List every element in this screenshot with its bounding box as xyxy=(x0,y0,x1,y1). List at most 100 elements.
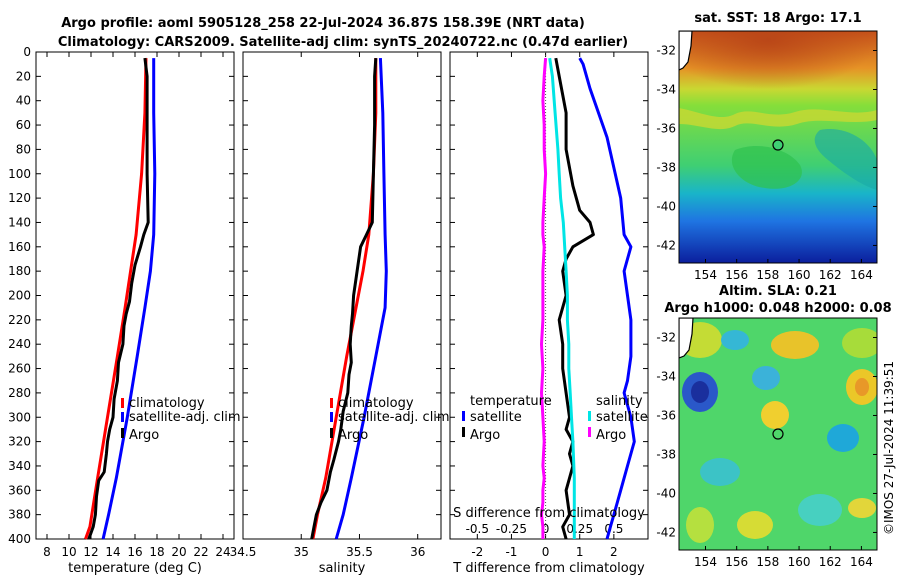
timestamp-watermark: ©IMOS 27-Jul-2024 11:39:51 xyxy=(882,361,896,535)
y-tick-label: 240 xyxy=(8,337,31,351)
x-tick-label: 1 xyxy=(576,545,584,559)
map-y-tick-label: -40 xyxy=(656,486,676,500)
title-line2: Climatology: CARS2009. Satellite-adj cli… xyxy=(58,35,628,50)
x-tick-label: 24 xyxy=(215,545,230,559)
sst-coastline xyxy=(679,31,693,71)
x-tick-label: 35 xyxy=(294,545,309,559)
x-tick-label: 10 xyxy=(61,545,76,559)
map-x-tick-label: 162 xyxy=(819,268,842,282)
y-tick-label: 280 xyxy=(8,386,31,400)
x-tick-label: 2 xyxy=(610,545,618,559)
sla-blob xyxy=(842,328,877,358)
difference-panel: -2 -1 0 1 2-0.5 -0.25 0 0.25 0.5 T difference fr… xyxy=(449,51,649,576)
y-tick-label: 40 xyxy=(16,94,31,108)
x-tick-label: 16 xyxy=(127,545,142,559)
sst-green-patch xyxy=(731,145,802,189)
map-y-tick-label: -42 xyxy=(656,525,676,539)
series-line-satellite-adj-clim xyxy=(101,58,157,540)
x-tick-label: 36 xyxy=(410,545,425,559)
legend-swatch-s-argo xyxy=(588,427,591,437)
map-x-tick-label: 164 xyxy=(850,555,873,569)
sst-cool-eddy xyxy=(814,129,877,190)
series-line-s-satellite xyxy=(548,57,576,539)
x-tick-label: 18 xyxy=(149,545,164,559)
legend-swatch-t-argo xyxy=(462,427,465,437)
sla-blob xyxy=(771,331,819,359)
x-tick-label: 8 xyxy=(43,545,51,559)
sla-blob xyxy=(827,424,859,452)
series-line-satellite-adj-clim xyxy=(334,58,388,540)
legend-swatch-satellite xyxy=(121,412,124,422)
y-tick-label: 60 xyxy=(16,118,31,132)
sla-blob xyxy=(752,366,780,390)
sla-coastline xyxy=(679,318,694,359)
map-y-tick-label: -38 xyxy=(656,160,676,174)
map-y-tick-label: -36 xyxy=(656,408,676,422)
y-tick-label: 320 xyxy=(8,435,31,449)
map-x-tick-label: 154 xyxy=(694,555,717,569)
series-line-t-argo xyxy=(554,57,595,540)
sla-blob xyxy=(700,458,740,486)
depth-tick-labels: 0 20 40 60 80 100 120 140 160 180 200 220 240 260 280 3… xyxy=(8,45,31,546)
y-tick-label: 200 xyxy=(8,289,31,303)
map-y-tick-label: -32 xyxy=(656,330,676,344)
legend-label-s-satellite: satellite xyxy=(596,410,648,425)
temperature-legend: climatology satellite-adj. clim Argo xyxy=(121,396,241,443)
legend-label-argo: Argo xyxy=(129,428,159,443)
x2-tick-label: -0.25 xyxy=(496,522,527,536)
y-tick-label: 260 xyxy=(8,362,31,376)
y-tick-label: 140 xyxy=(8,215,31,229)
map-y-tick-label: -38 xyxy=(656,447,676,461)
y-tick-label: 380 xyxy=(8,508,31,522)
legend-swatch-satellite xyxy=(330,412,333,422)
x2-tick-label: 0.25 xyxy=(566,522,593,536)
title-line1: Argo profile: aoml 5905128_258 22-Jul-20… xyxy=(61,16,585,31)
sla-map-title-line2: Argo h1000: 0.048 h2000: 0.08 xyxy=(664,301,891,316)
map-x-tick-label: 158 xyxy=(756,555,779,569)
legend-swatch-argo xyxy=(121,428,124,438)
temperature-axes xyxy=(35,51,235,540)
difference-xlabel: T difference from climatology xyxy=(452,561,645,576)
legend-swatch-t-satellite xyxy=(462,411,465,421)
sla-blob xyxy=(761,401,789,429)
x-tick-label: -2 xyxy=(471,545,483,559)
series-line-t-satellite xyxy=(578,57,636,540)
sla-blob xyxy=(721,330,749,350)
x-tick-label: 34.5 xyxy=(230,545,257,559)
y-tick-label: 0 xyxy=(23,45,31,59)
salinity-panel: 34.5 35 35.5 36 salinity xyxy=(230,51,442,576)
legend-swatch-climatology xyxy=(330,398,333,408)
y-tick-label: 220 xyxy=(8,313,31,327)
x-tick-label: 35.5 xyxy=(346,545,373,559)
legend-label-climatology: climatology xyxy=(129,396,205,411)
salinity-legend: climatology satellite-adj. clim Argo xyxy=(330,396,450,443)
map-x-tick-label: 154 xyxy=(694,268,717,282)
difference-axes xyxy=(449,51,649,540)
difference-x2label: S difference from climatology xyxy=(453,506,645,521)
legend-swatch-s-satellite xyxy=(588,411,591,421)
legend-label-satellite: satellite-adj. clim xyxy=(338,410,450,425)
y-tick-label: 300 xyxy=(8,410,31,424)
series-line-s-argo xyxy=(540,57,548,539)
map-x-tick-label: 160 xyxy=(788,268,811,282)
temperature-xlabel: temperature (deg C) xyxy=(68,561,202,576)
map-x-tick-label: 164 xyxy=(850,268,873,282)
sst-map-axes xyxy=(678,30,878,264)
legend-swatch-argo xyxy=(330,428,333,438)
sla-map-title-line1: Altim. SLA: 0.21 xyxy=(719,284,837,299)
series-line-climatology xyxy=(84,58,148,540)
map-y-tick-label: -36 xyxy=(656,121,676,135)
x2-tick-label: -0.5 xyxy=(466,522,489,536)
legend-label-satellite: satellite-adj. clim xyxy=(129,410,241,425)
salinity-axes xyxy=(242,51,442,540)
x-tick-label: 14 xyxy=(105,545,120,559)
series-line-argo xyxy=(310,58,378,540)
y-tick-label: 20 xyxy=(16,69,31,83)
sla-argo-marker xyxy=(772,428,784,440)
map-y-tick-label: -42 xyxy=(656,238,676,252)
sla-map: Altim. SLA: 0.21 Argo h1000: 0.048 h2000… xyxy=(656,284,891,569)
salinity-xlabel: salinity xyxy=(319,561,366,576)
y-tick-label: 160 xyxy=(8,240,31,254)
y-tick-label: 100 xyxy=(8,167,31,181)
y-tick-label: 340 xyxy=(8,459,31,473)
